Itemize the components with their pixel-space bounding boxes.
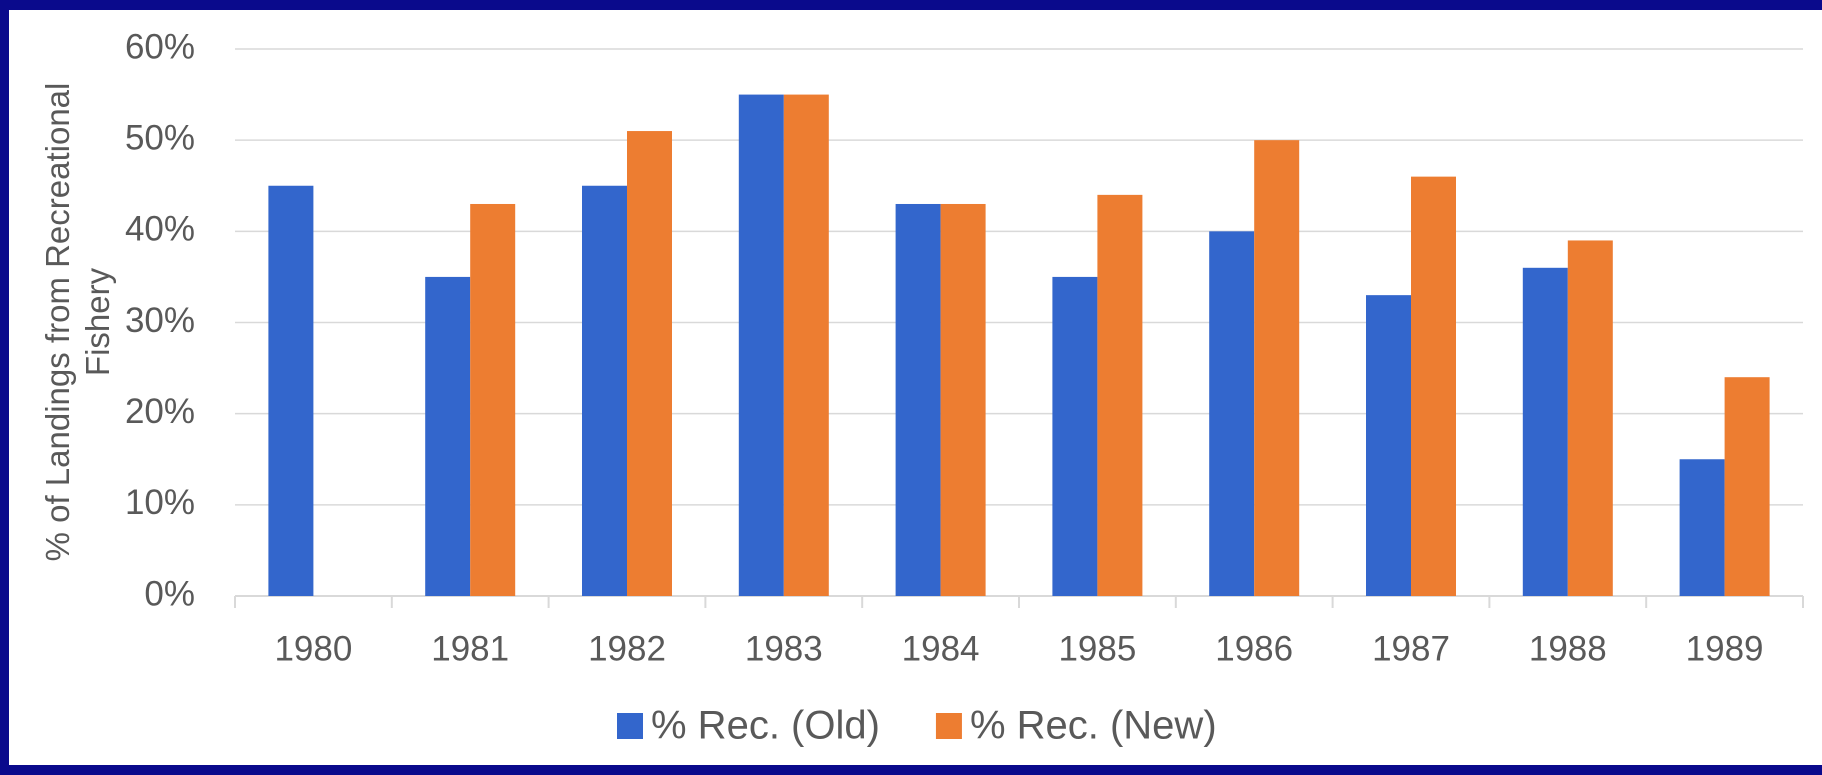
y-axis-label: % of Landings from Recreational Fishery [39,82,116,562]
bar [1052,276,1098,596]
bar [895,203,941,596]
legend-label: % Rec. (Old) [651,704,880,748]
bar [1567,240,1613,596]
x-tick-label: 1985 [1058,629,1136,668]
bar [470,203,516,596]
y-tick-label: 60% [125,27,195,66]
x-tick-label: 1981 [431,629,509,668]
bar [1411,176,1456,596]
legend-swatch [935,713,962,739]
bar [268,185,314,596]
y-tick-label: 20% [125,392,195,431]
bar [1366,295,1411,596]
x-tick-label: 1983 [745,629,823,668]
bar [582,185,627,596]
bar [627,131,672,597]
x-tick-label: 1987 [1372,629,1450,668]
bar [1522,267,1568,596]
legend-label: % Rec. (New) [970,704,1217,748]
bar [1097,194,1143,596]
legend-swatch [617,713,643,739]
x-tick-label: 1988 [1529,629,1607,668]
x-tick-label: 1986 [1215,629,1293,668]
y-tick-label: 0% [144,574,195,613]
y-tick-label: 50% [125,118,195,157]
x-tick-label: 1980 [274,629,352,668]
y-tick-label: 30% [125,301,195,340]
bar [738,94,784,596]
y-tick-label: 40% [125,210,195,249]
x-tick-label: 1989 [1686,629,1764,668]
bar [940,203,986,596]
bar [1254,140,1300,596]
x-tick-label: 1982 [588,629,666,668]
bar [1679,459,1725,596]
bar [1724,377,1770,596]
bar [425,276,471,596]
bar [783,94,829,596]
y-tick-label: 10% [125,483,195,522]
bar [1209,231,1255,597]
x-tick-label: 1984 [902,629,980,668]
